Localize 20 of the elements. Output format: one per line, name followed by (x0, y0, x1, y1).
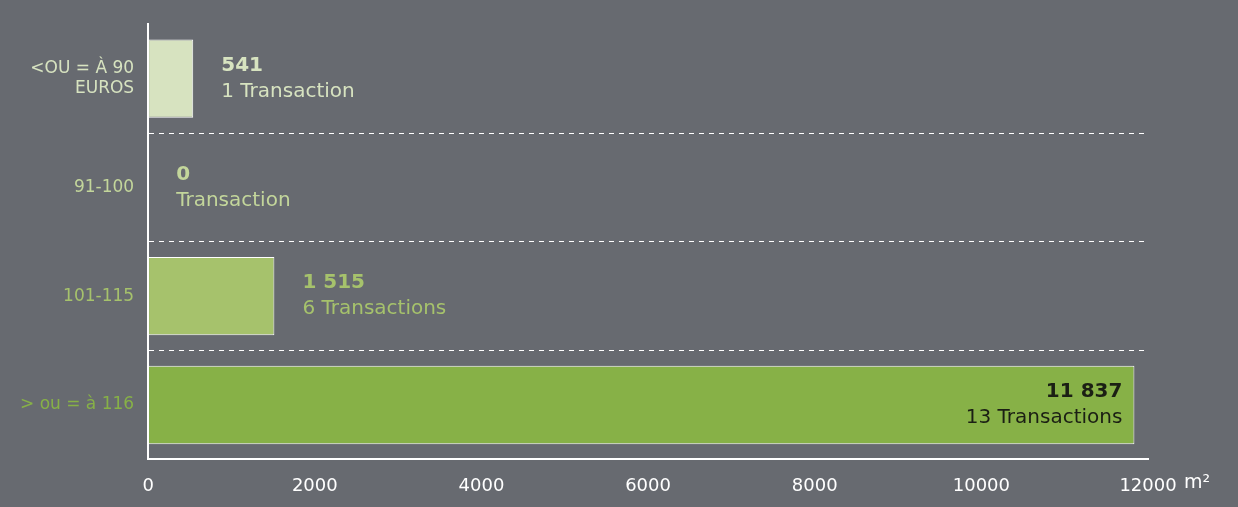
x-tick-label: 0 (142, 473, 154, 495)
x-tick-label: 6000 (625, 473, 671, 495)
y-tick-label: 91-100 (73, 175, 135, 196)
x-tick-label: 12000 (1119, 473, 1177, 495)
x-tick-label: 4000 (458, 473, 505, 495)
annotation: 1 Transaction (221, 77, 355, 102)
x-tick-label: 2000 (291, 473, 338, 495)
data-label: 11 837 (1045, 378, 1123, 403)
x-axis-title: m² (1184, 470, 1211, 493)
x-tick-label: 8000 (791, 473, 838, 495)
y-tick-label: > ou = à 116 (19, 393, 135, 414)
data-label: 0 (176, 160, 191, 185)
annotation: 13 Transactions (965, 404, 1123, 429)
y-tick-label: 101-115 (63, 284, 135, 305)
y-tick-label: <OU = À 90 EUROS (30, 55, 135, 98)
data-label: 541 (221, 51, 263, 76)
data-label: 1 515 (302, 269, 366, 294)
annotation: Transaction (175, 186, 291, 211)
annotation: 6 Transactions (302, 295, 447, 320)
x-tick-label: 10000 (952, 473, 1010, 495)
